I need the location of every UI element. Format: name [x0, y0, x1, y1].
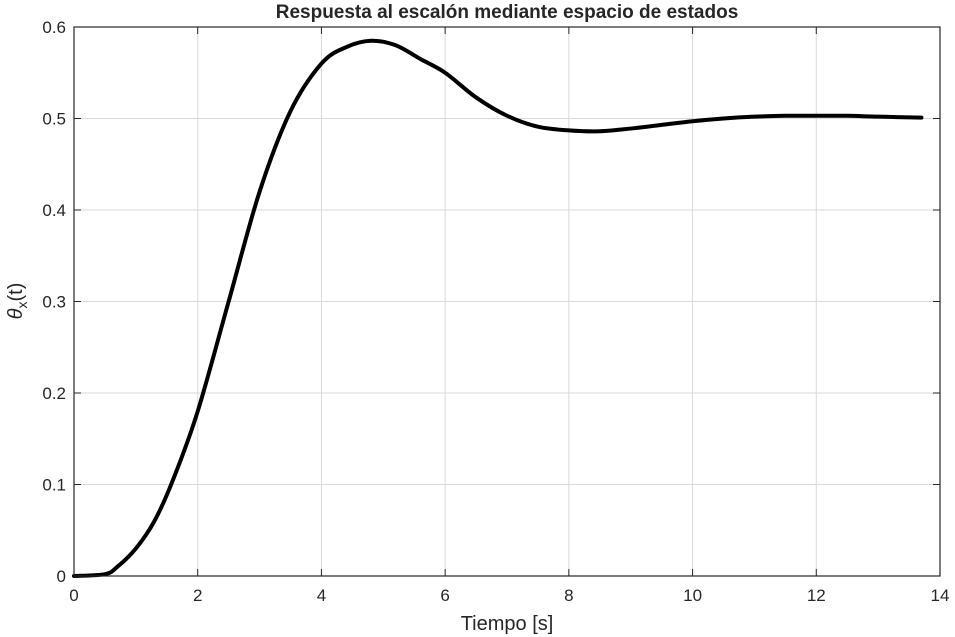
y-axis-label: θx(t)	[5, 283, 30, 320]
x-tick-label: 12	[807, 586, 826, 605]
y-axis-label-suffix: (t)	[5, 283, 27, 302]
x-tick-label: 6	[440, 586, 449, 605]
x-tick-label: 4	[317, 586, 326, 605]
y-tick-label: 0.2	[42, 384, 66, 403]
x-axis-label: Tiempo [s]	[461, 613, 554, 635]
x-tick-label: 8	[564, 586, 573, 605]
series-line-theta_x	[72, 38, 924, 578]
plot-frame	[73, 26, 941, 577]
grid	[73, 26, 941, 577]
x-tick-label: 2	[193, 586, 202, 605]
y-tick-label: 0.1	[42, 476, 66, 495]
chart-title: Respuesta al escalón mediante espacio de…	[276, 2, 739, 23]
y-tick-label: 0.5	[42, 110, 66, 129]
axis-ticks: 0 2 4 6 8 10 12 14 0 0.1 0.2 0.3 0.4 0.5 0.6	[42, 18, 949, 605]
series-layer	[72, 38, 924, 578]
y-axis-label-symbol: θ	[5, 308, 27, 319]
x-tick-label: 10	[683, 586, 702, 605]
x-tick-label: 0	[69, 586, 78, 605]
y-tick-label: 0	[57, 567, 66, 586]
x-tick-label: 14	[931, 586, 950, 605]
y-axis-label-subscript: x	[14, 302, 30, 309]
y-tick-label: 0.6	[42, 18, 66, 37]
y-tick-label: 0.4	[42, 201, 66, 220]
y-tick-label: 0.3	[42, 293, 66, 312]
